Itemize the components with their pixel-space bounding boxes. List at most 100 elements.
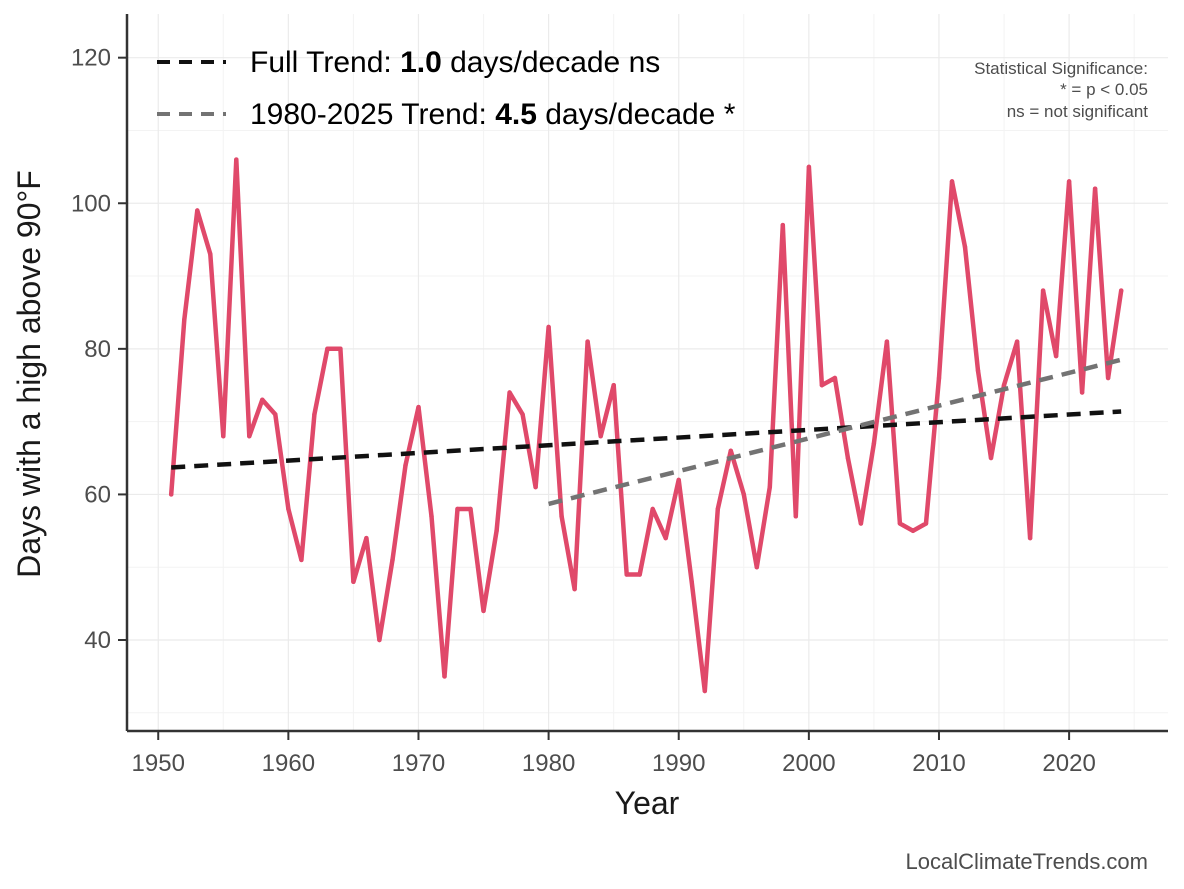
y-tick-label: 80 — [84, 336, 111, 363]
data-point — [637, 572, 642, 577]
data-point — [364, 535, 369, 541]
data-point — [286, 506, 291, 512]
data-point — [1053, 353, 1059, 359]
data-point — [598, 434, 603, 439]
data-point — [884, 339, 890, 344]
data-point — [572, 586, 577, 592]
trend-lines — [171, 357, 1122, 507]
data-point — [1105, 375, 1111, 381]
data-point — [325, 346, 330, 351]
data-point — [1001, 383, 1007, 388]
x-tick-label: 2000 — [782, 750, 835, 777]
data-point — [338, 346, 343, 351]
data-point — [975, 368, 981, 373]
legend-label-full-trend: Full Trend: 1.0 days/decade ns — [250, 46, 660, 79]
data-point — [182, 317, 187, 322]
data-point — [624, 572, 629, 577]
data-point — [1027, 535, 1033, 541]
data-point — [416, 404, 421, 410]
data-point — [910, 528, 916, 533]
data-point — [247, 434, 252, 439]
data-point — [585, 339, 590, 344]
note-line-3: ns = not significant — [1007, 102, 1149, 121]
data-point — [871, 441, 877, 446]
data-point — [208, 252, 213, 257]
data-point — [845, 455, 851, 461]
data-point — [1066, 179, 1072, 184]
data-point — [260, 397, 265, 402]
data-series — [168, 157, 1124, 694]
data-point — [663, 535, 668, 541]
data-point — [195, 208, 200, 213]
series-line — [168, 157, 1124, 694]
data-point — [702, 688, 707, 694]
data-point — [949, 179, 955, 184]
y-tick-label: 40 — [84, 627, 111, 654]
y-axis-title: Days with a high above 90°F — [11, 170, 47, 578]
data-point — [728, 448, 733, 453]
data-point — [611, 383, 616, 388]
y-tick-label: 120 — [71, 45, 111, 72]
significance-note: Statistical Significance: * = p < 0.05 n… — [974, 59, 1148, 121]
x-tick-label: 1960 — [262, 750, 315, 777]
data-point — [988, 455, 994, 461]
data-point — [559, 514, 564, 519]
legend: Full Trend: 1.0 days/decade ns 1980-2025… — [157, 46, 736, 131]
data-point — [1040, 288, 1046, 293]
data-point — [390, 557, 395, 563]
data-point — [741, 492, 746, 497]
data-point — [832, 375, 838, 381]
data-point — [1092, 186, 1098, 191]
data-point — [689, 579, 694, 584]
x-tick-label: 1950 — [132, 750, 185, 777]
data-point — [494, 528, 499, 533]
data-point — [962, 244, 968, 250]
data-point — [455, 506, 460, 512]
data-point — [819, 383, 825, 388]
data-point — [1119, 288, 1124, 293]
data-point — [273, 412, 278, 417]
data-point — [377, 637, 382, 643]
data-point — [520, 412, 525, 417]
data-point — [1014, 339, 1020, 344]
x-axis-ticks: 1950 1960 1970 1980 1990 2000 2010 2020 — [132, 731, 1096, 777]
y-axis-ticks: 40 60 80 100 120 — [71, 45, 127, 654]
data-point — [767, 484, 772, 490]
data-point — [923, 521, 929, 526]
data-point — [299, 557, 304, 563]
data-point — [858, 521, 864, 526]
y-tick-label: 100 — [71, 190, 111, 217]
data-point — [312, 412, 317, 417]
data-point — [1079, 390, 1085, 395]
data-point — [676, 477, 681, 483]
data-point — [806, 164, 812, 170]
data-point — [169, 492, 174, 497]
data-point — [507, 390, 512, 395]
data-point — [780, 222, 785, 228]
data-point — [403, 463, 408, 468]
data-point — [429, 514, 434, 519]
trend-line-1980-2025 — [548, 357, 1122, 507]
x-tick-label: 1990 — [652, 750, 705, 777]
data-point — [754, 565, 759, 570]
x-tick-label: 2020 — [1042, 750, 1095, 777]
data-point — [351, 579, 356, 584]
data-point — [546, 324, 551, 330]
note-line-2: * = p < 0.05 — [1060, 80, 1148, 99]
data-point — [650, 506, 655, 512]
data-point — [442, 674, 447, 679]
data-point — [936, 375, 942, 381]
data-point — [533, 484, 538, 490]
x-tick-label: 2010 — [912, 750, 965, 777]
source-caption: LocalClimateTrends.com — [906, 849, 1149, 874]
data-point — [481, 608, 486, 614]
data-point — [221, 434, 226, 439]
x-axis-title: Year — [615, 785, 680, 821]
note-line-1: Statistical Significance: — [974, 59, 1148, 78]
x-tick-label: 1970 — [392, 750, 445, 777]
data-point — [793, 514, 798, 519]
data-point — [468, 506, 473, 512]
data-point — [234, 157, 239, 162]
data-point — [897, 521, 903, 526]
